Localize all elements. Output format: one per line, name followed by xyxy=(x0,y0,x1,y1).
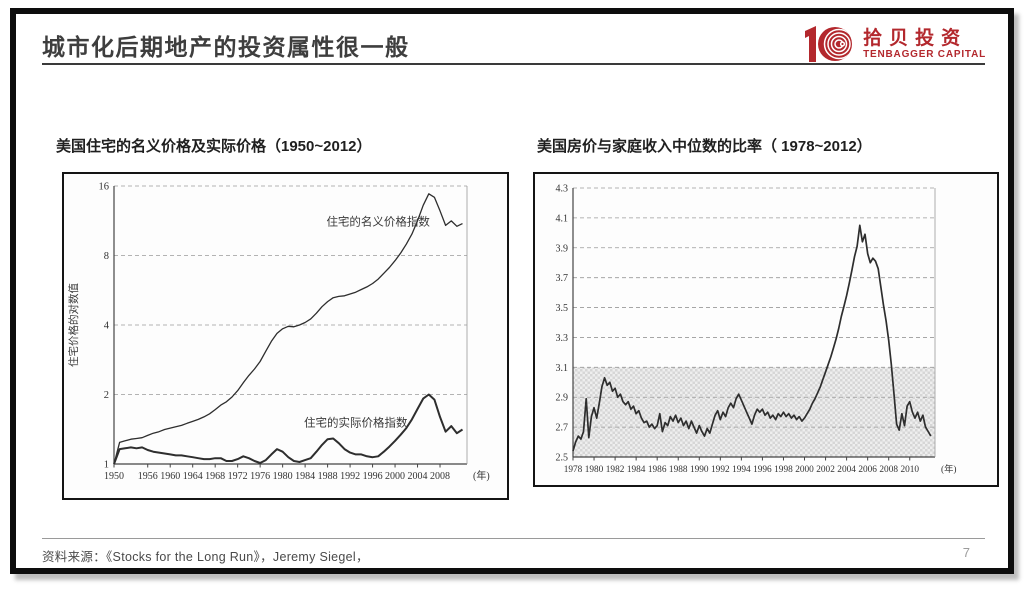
svg-text:1: 1 xyxy=(104,460,109,471)
svg-text:3.7: 3.7 xyxy=(556,273,569,284)
series-annotation: 住宅的名义价格指数 xyxy=(326,214,430,228)
slide-title: 城市化后期地产的投资属性很一般 xyxy=(42,34,410,60)
svg-text:1956: 1956 xyxy=(138,471,158,482)
svg-text:2006: 2006 xyxy=(858,465,877,475)
svg-text:1960: 1960 xyxy=(160,471,180,482)
svg-text:1984: 1984 xyxy=(627,465,646,475)
svg-text:2.9: 2.9 xyxy=(556,393,569,404)
svg-text:3.9: 3.9 xyxy=(556,243,569,254)
svg-text:4: 4 xyxy=(104,321,110,332)
slide: 城市化后期地产的投资属性很一般 拾贝投资 TENBAGGER CAPITAL 美… xyxy=(10,8,1014,574)
svg-text:2008: 2008 xyxy=(430,471,450,482)
left-chart: 1 2 4 8 16 1950 1956 1960 1964 1968 1972 1976 1980 19… xyxy=(62,172,509,500)
svg-text:3.3: 3.3 xyxy=(556,333,569,344)
svg-text:1994: 1994 xyxy=(732,465,751,475)
series-line xyxy=(113,393,464,465)
svg-text:1996: 1996 xyxy=(753,465,772,475)
page-number: 7 xyxy=(962,545,970,560)
svg-text:1982: 1982 xyxy=(606,465,625,475)
svg-text:8: 8 xyxy=(104,251,109,262)
svg-text:1978: 1978 xyxy=(564,465,583,475)
svg-text:(年): (年) xyxy=(941,463,957,475)
source-note: 资料来源：《Stocks for the Long Run》，Jeremy Si… xyxy=(42,550,369,564)
svg-text:2.5: 2.5 xyxy=(556,453,569,464)
title-underline xyxy=(42,63,985,65)
right-chart: 2.5 2.7 2.9 3.1 3.3 3.5 3.7 3.9 4.1 4.3 1978 1980 19… xyxy=(533,172,999,487)
svg-text:4.3: 4.3 xyxy=(556,184,569,195)
svg-text:1998: 1998 xyxy=(774,465,793,475)
svg-text:16: 16 xyxy=(99,182,110,193)
svg-text:1950: 1950 xyxy=(104,471,124,482)
svg-text:1986: 1986 xyxy=(648,465,667,475)
logo-text: 拾贝投资 TENBAGGER CAPITAL xyxy=(863,28,986,61)
svg-text:住宅价格的对数值: 住宅价格的对数值 xyxy=(67,283,80,367)
svg-text:1992: 1992 xyxy=(340,471,360,482)
series-line xyxy=(113,193,463,465)
svg-text:2002: 2002 xyxy=(816,465,835,475)
svg-text:(年): (年) xyxy=(473,469,490,482)
svg-text:1980: 1980 xyxy=(273,471,293,482)
svg-text:1996: 1996 xyxy=(363,471,383,482)
svg-text:2.7: 2.7 xyxy=(556,423,569,434)
svg-text:2000: 2000 xyxy=(795,465,814,475)
svg-text:2010: 2010 xyxy=(900,465,919,475)
svg-text:1980: 1980 xyxy=(585,465,604,475)
svg-text:2004: 2004 xyxy=(408,471,428,482)
svg-text:1992: 1992 xyxy=(711,465,730,475)
tenbagger-logo-icon xyxy=(805,26,853,62)
svg-text:2004: 2004 xyxy=(837,465,856,475)
logo-english-name: TENBAGGER CAPITAL xyxy=(863,49,986,61)
svg-text:3.1: 3.1 xyxy=(556,363,569,374)
svg-text:2000: 2000 xyxy=(385,471,405,482)
left-chart-title: 美国住宅的名义价格及实际价格（1950~2012） xyxy=(56,138,372,155)
right-chart-title: 美国房价与家庭收入中位数的比率（ 1978~2012） xyxy=(537,138,872,155)
svg-text:3.5: 3.5 xyxy=(556,303,569,314)
svg-text:1968: 1968 xyxy=(205,471,225,482)
svg-text:1988: 1988 xyxy=(669,465,688,475)
company-logo: 拾贝投资 TENBAGGER CAPITAL xyxy=(804,21,986,67)
svg-text:1988: 1988 xyxy=(318,471,338,482)
logo-chinese-name: 拾贝投资 xyxy=(863,27,968,49)
svg-text:2: 2 xyxy=(104,390,109,401)
svg-text:1964: 1964 xyxy=(183,471,203,482)
series-annotation: 住宅的实际价格指数 xyxy=(304,416,408,430)
svg-text:2008: 2008 xyxy=(879,465,898,475)
footer-divider xyxy=(42,538,985,539)
series-line xyxy=(572,224,932,452)
svg-text:1972: 1972 xyxy=(228,471,248,482)
svg-text:4.1: 4.1 xyxy=(556,213,569,224)
svg-text:1976: 1976 xyxy=(250,471,270,482)
svg-text:1990: 1990 xyxy=(690,465,709,475)
svg-text:1984: 1984 xyxy=(295,471,315,482)
